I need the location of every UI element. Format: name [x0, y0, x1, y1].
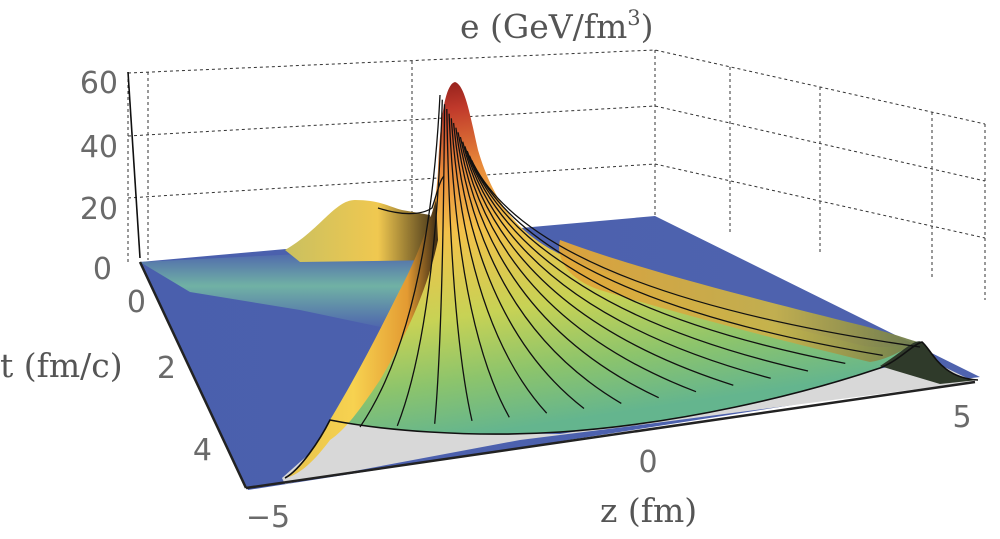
contour-line	[473, 164, 921, 348]
vertical-axis-line	[127, 71, 141, 259]
contour-line	[434, 104, 446, 424]
tick-t-4: 4	[193, 433, 212, 468]
contour-line	[452, 122, 585, 410]
tick-z-0: 0	[638, 445, 657, 480]
tick-e-60: 60	[80, 66, 118, 101]
z-axis-title: z (fm)	[600, 491, 697, 530]
floor-teal-band	[140, 250, 420, 330]
right-bump	[880, 341, 978, 384]
z-axis-ticks: 0 20 40 60	[80, 66, 118, 287]
tick-e-20: 20	[80, 192, 118, 227]
contour-line	[377, 175, 445, 215]
x-axis-ticks: −5 0 5	[246, 400, 972, 535]
tick-z-neg5: −5	[246, 500, 290, 535]
back-ridge	[285, 200, 440, 262]
floor-front-edge	[245, 380, 976, 490]
contour-line	[471, 160, 883, 357]
box-gridlines	[127, 49, 986, 300]
tick-e-0: 0	[93, 252, 112, 287]
contour-line	[464, 146, 771, 379]
contour-line	[468, 155, 846, 365]
contour-line	[396, 99, 443, 427]
tick-t-0: 0	[127, 285, 146, 320]
contour-line	[446, 108, 473, 422]
tick-z-5: 5	[952, 400, 971, 435]
contour-line	[457, 132, 659, 399]
contour-line	[462, 141, 734, 386]
contour-line	[450, 118, 548, 414]
tick-e-40: 40	[80, 130, 118, 165]
t-axis-ticks: 0 2 4	[127, 285, 212, 468]
contour-line	[455, 127, 622, 404]
energy-axis-title: e (GeV/fm3)	[460, 6, 654, 46]
surface-outline	[284, 341, 979, 479]
tick-t-2: 2	[157, 351, 176, 386]
contour-line	[459, 136, 697, 393]
contour-line	[466, 150, 809, 372]
floor-left-edge	[138, 261, 248, 489]
contour-line	[448, 113, 510, 418]
contour-line	[359, 94, 441, 428]
contour-lines	[359, 94, 921, 428]
t-axis-title: t (fm/c)	[0, 346, 123, 385]
